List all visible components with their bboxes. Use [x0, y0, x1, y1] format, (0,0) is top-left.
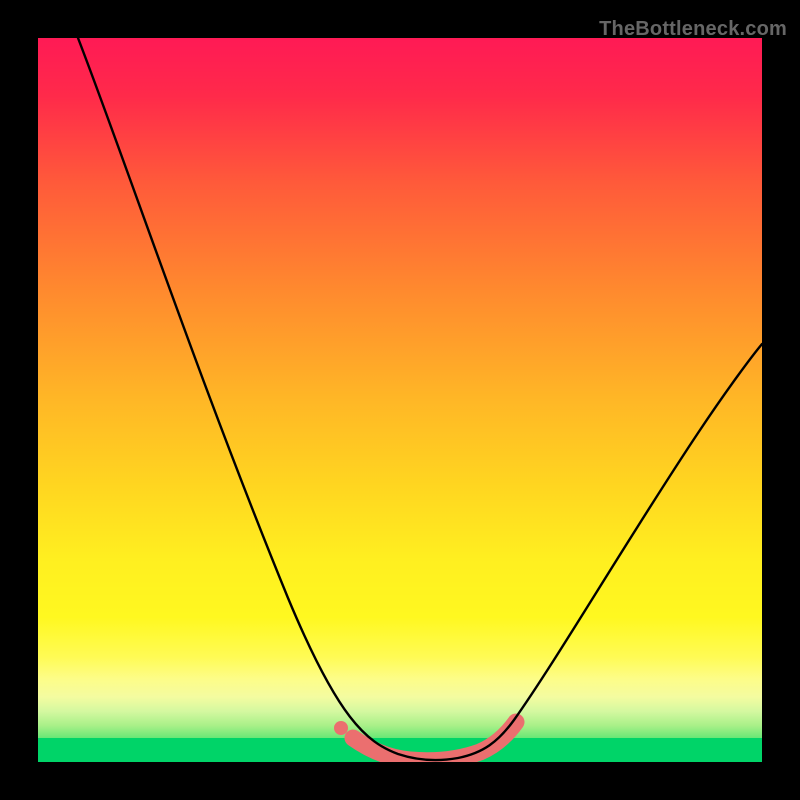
valley-highlight-dot: [334, 721, 348, 735]
bottleneck-curve: [78, 38, 762, 760]
plot-svg: [38, 38, 762, 762]
watermark-label: TheBottleneck.com: [599, 18, 787, 41]
plot-area: [38, 38, 762, 762]
chart-stage: TheBottleneck.com: [0, 0, 800, 800]
